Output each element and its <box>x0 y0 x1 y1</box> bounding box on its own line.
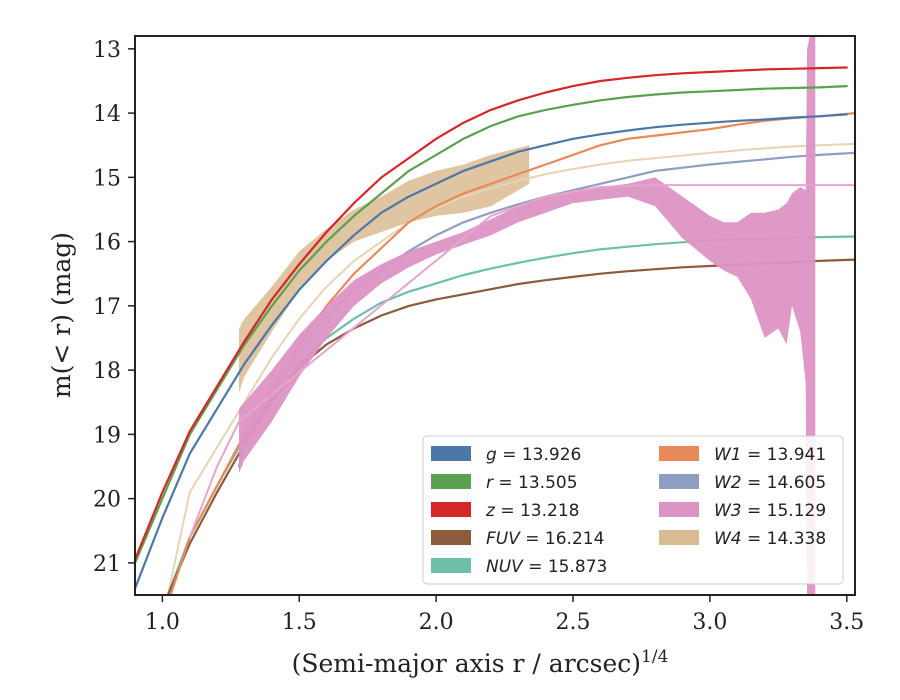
series-line-w3-line <box>188 184 855 539</box>
legend-swatch-w3 <box>659 502 699 517</box>
legend-label-z: z = 13.218 <box>485 501 579 521</box>
legend-swatch-w1 <box>659 446 699 461</box>
legend-label-nuv: NUV = 15.873 <box>486 557 607 577</box>
plot-frame <box>134 35 856 596</box>
legend-label-fuv: FUV = 16.214 <box>486 529 604 549</box>
series-line-g-13-926 <box>135 113 848 590</box>
legend-box <box>422 435 844 585</box>
y-tick-label: 18 <box>93 359 121 384</box>
y-tick-label: 15 <box>93 166 121 191</box>
y-tick-label: 21 <box>93 552 121 577</box>
legend-swatch-z <box>431 502 471 517</box>
legend-label-w1: W1 = 13.941 <box>714 445 826 465</box>
legend-swatch-fuv <box>431 530 471 545</box>
legend-swatch-r <box>431 474 471 489</box>
legend-label-r: r = 13.505 <box>486 473 578 493</box>
x-axis: 1.0 1.5 2.0 2.5 3.0 3.5 <box>145 595 864 635</box>
y-tick-label: 17 <box>93 295 121 320</box>
y-axis-label: m(< r) (mag) <box>47 232 76 398</box>
series-line-z-13-218 <box>135 66 848 561</box>
legend-swatch-w4 <box>659 530 699 545</box>
y-tick-label: 19 <box>93 423 121 448</box>
series-line-w4-line <box>166 142 855 595</box>
y-tick-label: 16 <box>93 231 121 256</box>
y-tick-label: 20 <box>93 488 121 513</box>
x-tick-label: 2.0 <box>419 610 454 635</box>
legend-label-w3: W3 = 15.129 <box>714 501 826 521</box>
series-w4-band <box>239 145 530 393</box>
x-tick-label: 3.0 <box>692 610 727 635</box>
y-tick-label: 14 <box>93 102 121 127</box>
x-tick-label: 1.0 <box>145 610 180 635</box>
x-tick-label: 2.5 <box>556 610 591 635</box>
legend-label-g: g = 13.926 <box>486 445 581 465</box>
x-tick-label: 1.5 <box>282 610 317 635</box>
legend-label-w2: W2 = 14.605 <box>714 473 826 493</box>
legend-swatch-nuv <box>431 558 471 573</box>
legend-swatch-w2 <box>659 474 699 489</box>
legend-label-w4: W4 = 14.338 <box>714 529 826 549</box>
y-tick-label: 13 <box>93 38 121 63</box>
y-axis: 13 14 15 16 17 18 19 20 21 <box>93 38 135 577</box>
plot-area <box>135 36 855 595</box>
legend-swatch-g <box>431 446 471 461</box>
x-axis-label: (Semi-major axis r / arcsec)1/4 <box>292 647 669 678</box>
legend: g = 13.926 r = 13.505 z = 13.218 FUV = 16.2… <box>422 435 844 585</box>
series-line-r-13-505 <box>135 85 848 564</box>
x-tick-label: 3.5 <box>829 610 864 635</box>
